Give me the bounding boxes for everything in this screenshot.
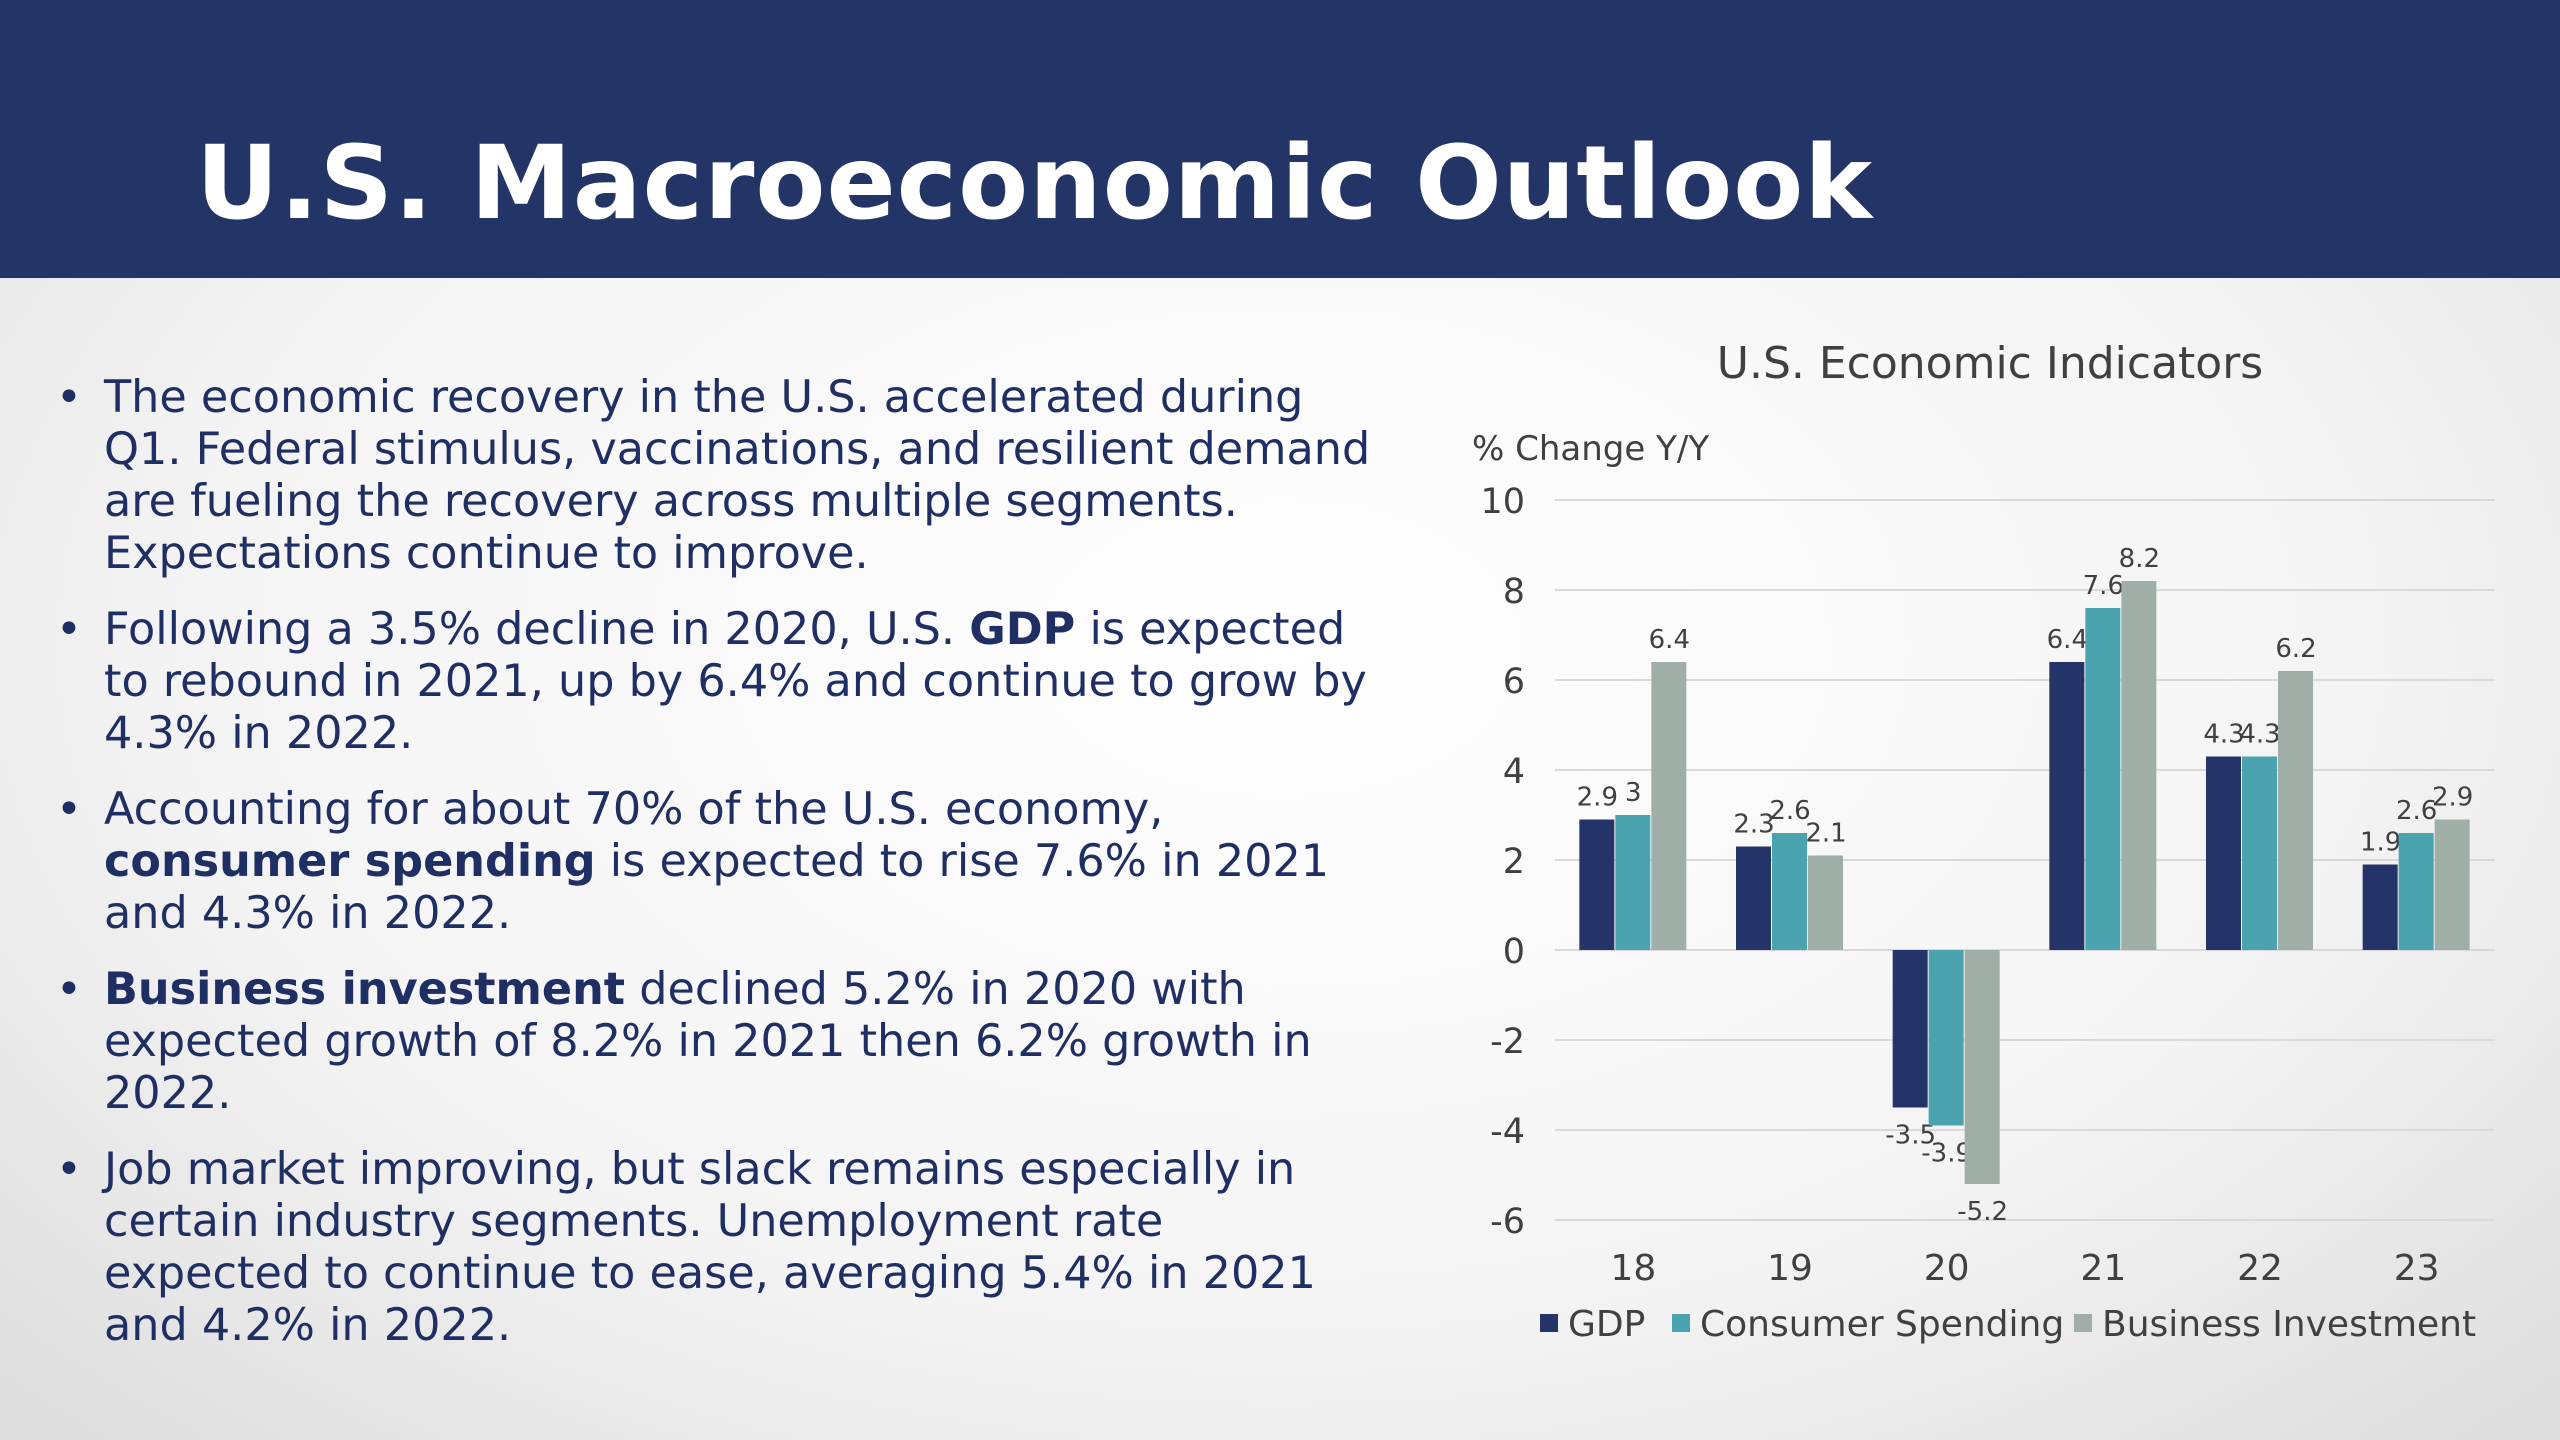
data-label: 2.6 — [1769, 796, 1810, 826]
y-tick-label: 4 — [1503, 752, 1525, 792]
data-label: 4.3 — [2203, 720, 2244, 750]
y-axis-label: % Change Y/Y — [1472, 429, 1709, 469]
bar-gdp — [2049, 662, 2085, 950]
data-label: -3.9 — [1921, 1139, 1972, 1169]
bullet-text: is expected to rise 7.6% in 2021 and 4.3… — [104, 836, 1330, 939]
y-tick-label: 0 — [1503, 932, 1525, 972]
bullet-list: • The economic recovery in the U.S. accel… — [56, 372, 1376, 1376]
data-label: -3.5 — [1885, 1121, 1936, 1151]
data-label: 6.4 — [1649, 625, 1690, 655]
y-tick-label: 6 — [1503, 662, 1525, 702]
y-tick-label: -4 — [1490, 1112, 1525, 1152]
bullet-text: is expected to rebound in 2021, up by 6.… — [104, 604, 1367, 759]
bar-gdp — [1892, 950, 1928, 1108]
bullet-text: Job market improving, but slack remains … — [104, 1144, 1316, 1351]
bar-consumer-spending — [2085, 608, 2121, 950]
x-tick-label: 18 — [1610, 1248, 1656, 1289]
title-bar: U.S. Macroeconomic Outlook — [0, 0, 2560, 278]
bullet-text: The economic recovery in the U.S. accele… — [104, 372, 1371, 579]
x-tick-label: 23 — [2394, 1248, 2440, 1289]
bar-gdp — [2362, 864, 2398, 950]
x-tick-label: 19 — [1767, 1248, 1813, 1289]
bullet-emphasis: consumer spending — [104, 836, 596, 887]
y-tick-label: 2 — [1503, 842, 1525, 882]
chart-title: U.S. Economic Indicators — [1717, 338, 2263, 389]
y-tick-label: -6 — [1490, 1202, 1525, 1242]
y-tick-label: -2 — [1490, 1022, 1525, 1062]
x-tick-label: 22 — [2237, 1248, 2283, 1289]
data-label: 7.6 — [2083, 571, 2124, 601]
legend-swatch — [2074, 1314, 2092, 1332]
bullet-item: • Following a 3.5% decline in 2020, U.S. … — [56, 604, 1376, 760]
bar-business-investment — [1651, 662, 1687, 950]
data-label: 2.9 — [2432, 783, 2473, 813]
bar-business-investment — [2121, 581, 2157, 950]
legend-swatch — [1672, 1314, 1690, 1332]
slide-title: U.S. Macroeconomic Outlook — [196, 124, 1874, 243]
bullet-text: Following a 3.5% decline in 2020, U.S. — [104, 604, 970, 655]
data-label: 2.3 — [1733, 810, 1774, 840]
x-tick-label: 20 — [1924, 1248, 1970, 1289]
bar-gdp — [1736, 846, 1771, 950]
legend-label: Consumer Spending — [1700, 1304, 2064, 1345]
bullet-text: Accounting for about 70% of the U.S. eco… — [104, 784, 1164, 835]
bullet-dot: • — [56, 784, 82, 835]
data-label: 3 — [1625, 778, 1642, 808]
data-label: 2.1 — [1805, 819, 1846, 849]
bar-business-investment — [2434, 819, 2470, 950]
bar-business-investment — [1808, 855, 1843, 950]
bullet-item: • Business investment declined 5.2% in 20… — [56, 964, 1376, 1120]
bullet-dot: • — [56, 604, 82, 655]
bar-gdp — [2206, 756, 2241, 950]
bar-consumer-spending — [1772, 833, 1807, 950]
data-label: 8.2 — [2119, 544, 2160, 574]
bar-consumer-spending — [1615, 815, 1651, 950]
bullet-item: • The economic recovery in the U.S. accel… — [56, 372, 1376, 580]
bullet-emphasis: Business investment — [104, 964, 626, 1015]
bullet-dot: • — [56, 964, 82, 1015]
y-tick-label: 10 — [1480, 482, 1525, 522]
data-label: 4.3 — [2239, 720, 2280, 750]
bar-business-investment — [1964, 950, 2000, 1184]
bullet-item: • Accounting for about 70% of the U.S. ec… — [56, 784, 1376, 940]
data-label: 6.4 — [2047, 625, 2088, 655]
data-label: 2.6 — [2396, 796, 2437, 826]
bar-gdp — [1579, 819, 1615, 950]
x-tick-label: 21 — [2080, 1248, 2126, 1289]
bullet-dot: • — [56, 372, 82, 423]
legend-label: Business Investment — [2102, 1304, 2476, 1345]
y-tick-label: 8 — [1503, 572, 1525, 612]
bullet-text: declined 5.2% in 2020 with expected grow… — [104, 964, 1312, 1119]
bar-consumer-spending — [2242, 756, 2277, 950]
bullet-dot: • — [56, 1144, 82, 1195]
data-label: -5.2 — [1957, 1197, 2008, 1227]
legend-swatch — [1540, 1314, 1558, 1332]
bar-consumer-spending — [1928, 950, 1964, 1126]
data-label: 1.9 — [2360, 828, 2401, 858]
legend-label: GDP — [1568, 1304, 1645, 1345]
data-label: 2.9 — [1577, 783, 1618, 813]
bullet-emphasis: GDP — [969, 604, 1076, 655]
data-label: 6.2 — [2275, 634, 2316, 664]
bar-business-investment — [2278, 671, 2313, 950]
bullet-item: • Job market improving, but slack remains… — [56, 1144, 1376, 1352]
bar-consumer-spending — [2398, 833, 2434, 950]
